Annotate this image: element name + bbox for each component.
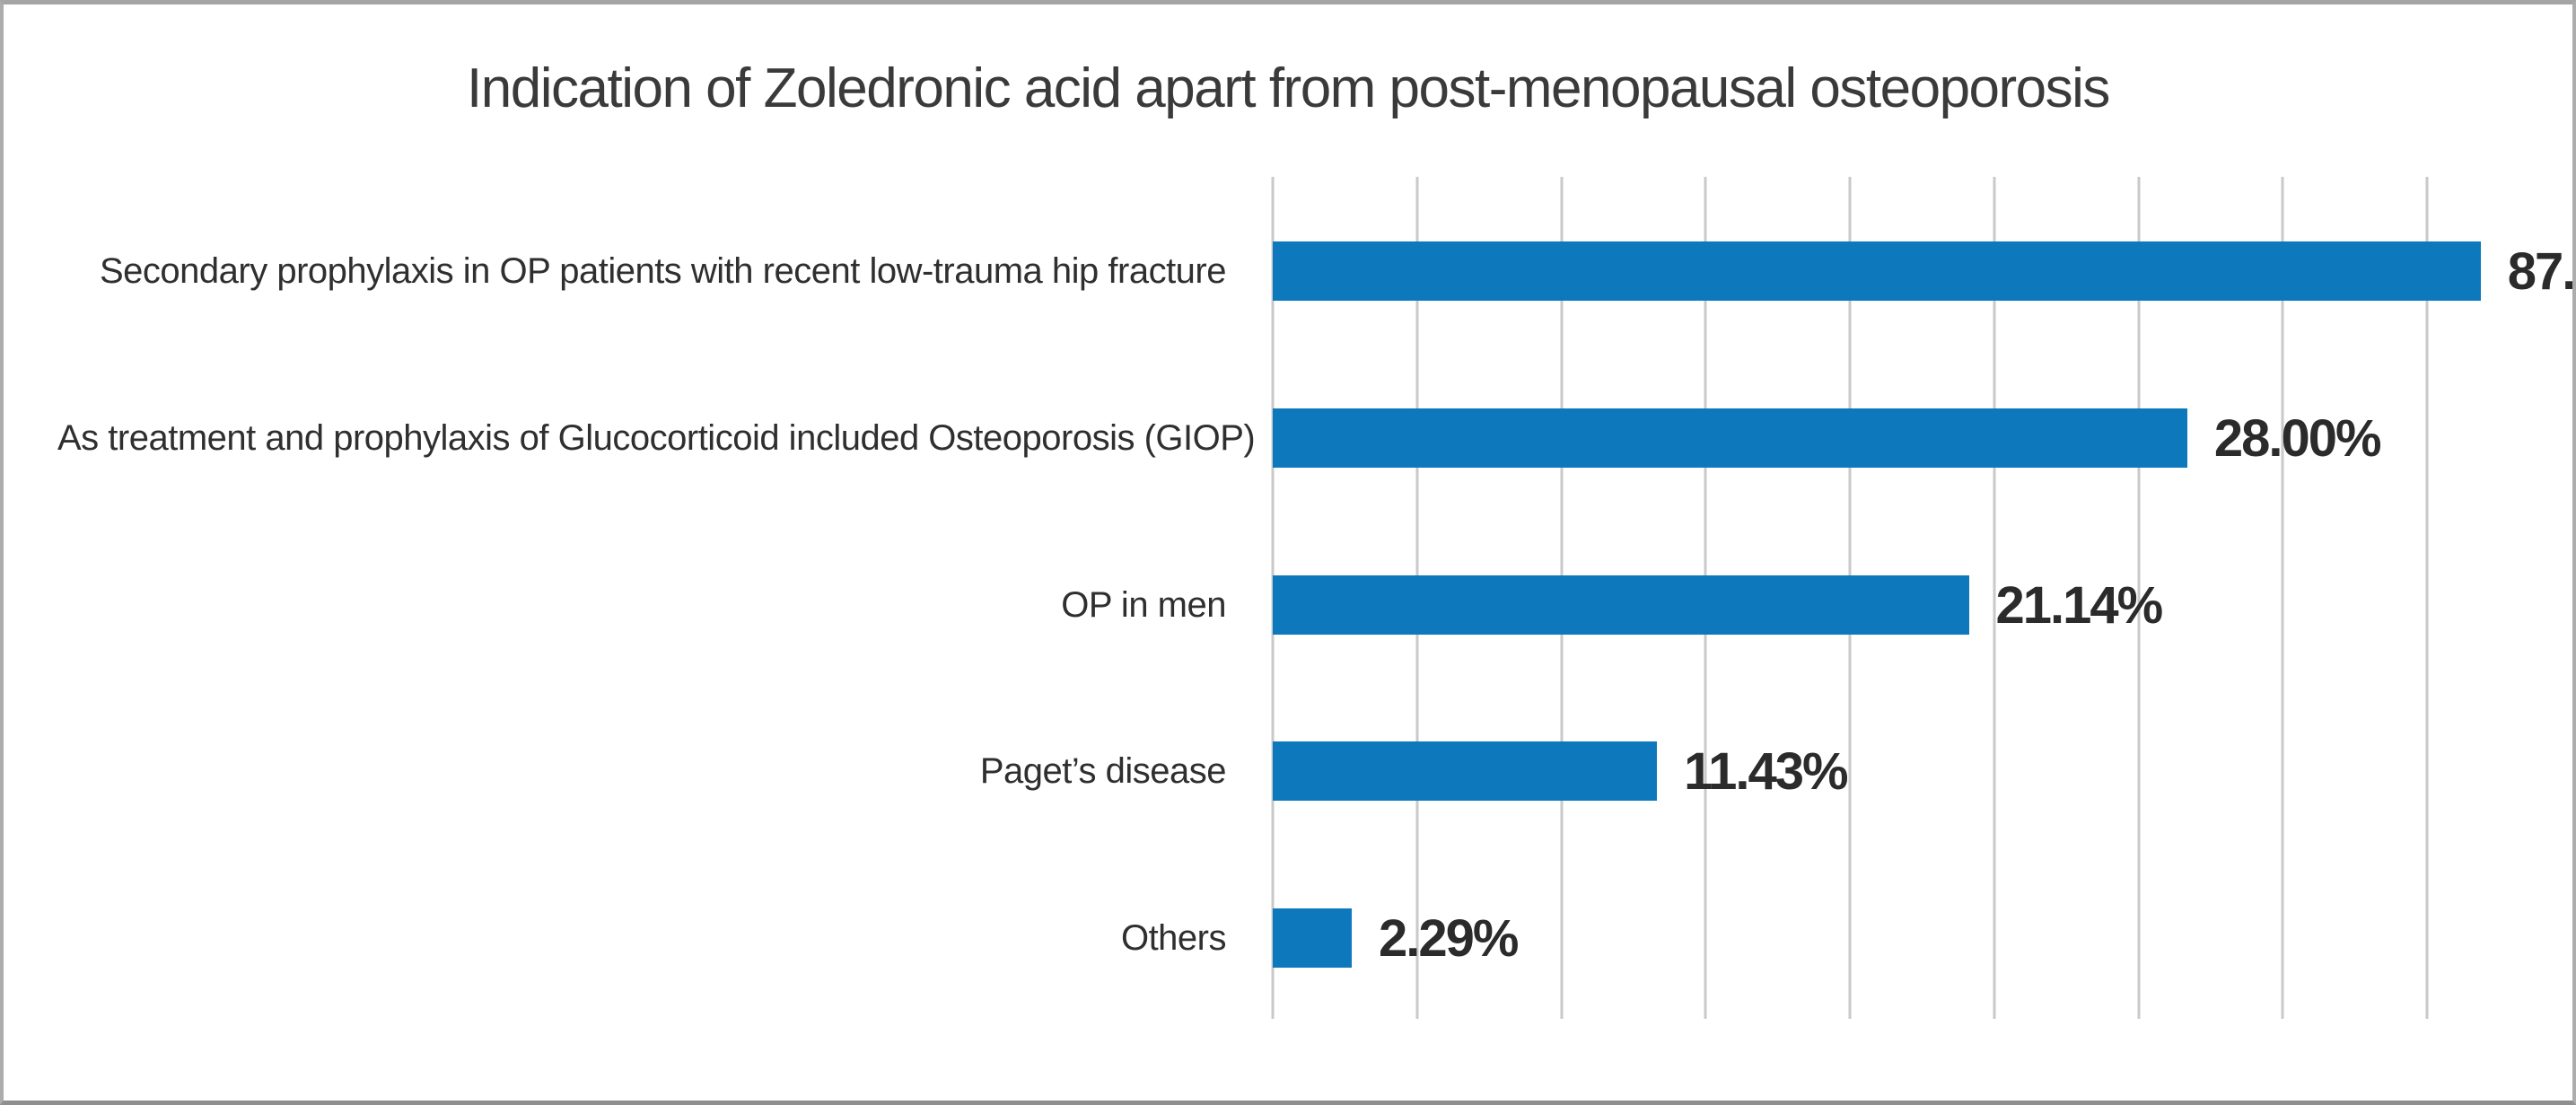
- bar: [1273, 408, 2187, 468]
- bar-row: 87.14%: [1273, 241, 2575, 301]
- chart-title: Indication of Zoledronic acid apart from…: [467, 57, 2110, 119]
- gridline: [2425, 177, 2429, 1019]
- category-label: OP in men: [1061, 585, 1226, 625]
- value-label: 2.29%: [1378, 908, 1519, 968]
- bar-row: 28.00%: [1273, 408, 2572, 468]
- category-label: Secondary prophylaxis in OP patients wit…: [100, 251, 1227, 291]
- bar: [1273, 575, 1969, 635]
- gridline: [1993, 177, 1996, 1019]
- category-label: Paget’s disease: [979, 751, 1227, 791]
- bar: [1273, 741, 1658, 801]
- bar-row: 2.29%: [1273, 908, 2572, 968]
- bar: [1273, 241, 2481, 301]
- value-label: 28.00%: [2213, 408, 2382, 468]
- value-label: 11.43%: [1684, 741, 1849, 801]
- plot-area: 87.14% 28.00% 21.14% 11.43% 2.29%: [1271, 177, 2572, 1019]
- gridline: [2137, 177, 2140, 1019]
- bar: [1273, 908, 1352, 968]
- value-label: 87.14%: [2507, 241, 2575, 301]
- bar-row: 21.14%: [1273, 575, 2572, 635]
- category-label: As treatment and prophylaxis of Glucocor…: [57, 418, 1256, 458]
- value-label: 21.14%: [1995, 575, 2164, 635]
- gridline: [2281, 177, 2284, 1019]
- bar-row: 11.43%: [1273, 741, 2572, 801]
- category-label: Others: [1120, 918, 1227, 958]
